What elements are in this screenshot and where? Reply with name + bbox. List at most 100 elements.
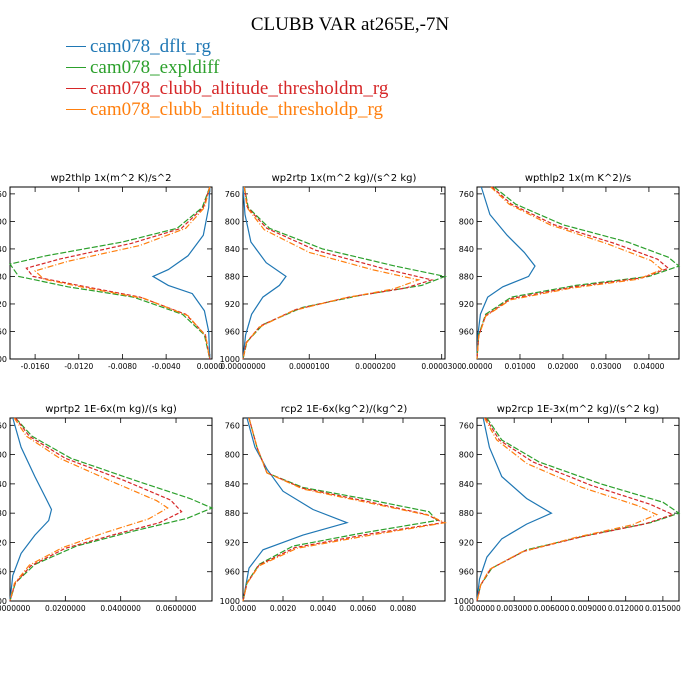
legend-swatch — [66, 46, 86, 47]
plot-frame — [476, 417, 680, 602]
y-tick-label: 880 — [225, 509, 240, 518]
y-tick-label: 840 — [459, 480, 474, 489]
y-tick-label: 840 — [225, 245, 240, 254]
y-tick-label: 760 — [225, 190, 240, 199]
x-tick-label: 0.02000 — [547, 362, 578, 371]
legend-label: cam078_dflt_rg — [90, 36, 212, 57]
x-tick-label: -0.0160 — [21, 362, 50, 371]
x-tick-label: 0.0000100 — [289, 362, 330, 371]
legend-swatch — [66, 67, 86, 68]
y-tick-label: 920 — [225, 538, 240, 547]
panel-title: wpthlp2 1x(m K^2)/s — [525, 173, 631, 184]
series-line — [476, 186, 663, 360]
x-tick-label: 0.0600000 — [156, 604, 197, 613]
x-tick-label: 0.0020 — [270, 604, 296, 613]
plot-frame — [9, 186, 213, 360]
x-tick-label: 0.00000000 — [220, 362, 266, 371]
y-tick-label: 1000 — [0, 355, 7, 364]
legend-swatch — [66, 109, 86, 110]
series-line — [9, 417, 214, 602]
x-tick-label: 0.003000 — [496, 604, 532, 613]
plot-frame — [242, 417, 446, 602]
series-line — [242, 186, 287, 360]
legend-item: cam078_expldiff — [66, 57, 388, 78]
y-tick-label: 920 — [0, 538, 7, 547]
y-tick-label: 760 — [0, 190, 7, 199]
series-line — [151, 186, 211, 360]
y-tick-label: 920 — [459, 300, 474, 309]
chart-panel: wp2rcp 1E-3x(m^2 kg)/(s^2 kg) 760 800 840 88… — [454, 404, 681, 613]
x-tick-label: -0.0120 — [64, 362, 93, 371]
x-tick-label: 0.01000 — [504, 362, 535, 371]
y-tick-label: 960 — [459, 568, 474, 577]
y-tick-label: 960 — [225, 327, 240, 336]
x-tick-label: 0.0200000 — [45, 604, 86, 613]
y-tick-label: 960 — [0, 327, 7, 336]
chart-panel: wprtp2 1E-6x(m kg)/(s kg) 760 800 840 880 920… — [0, 404, 214, 613]
x-tick-label: 0.015000 — [645, 604, 681, 613]
series-line — [476, 186, 681, 360]
legend-item: cam078_clubb_altitude_thresholdm_rg — [66, 78, 388, 99]
y-tick-label: 800 — [459, 451, 474, 460]
x-tick-label: 0.000000 — [459, 604, 495, 613]
x-tick-label: 0.0400000 — [100, 604, 141, 613]
y-tick-label: 920 — [0, 300, 7, 309]
series-line — [476, 417, 553, 602]
y-tick-label: 1000 — [0, 597, 7, 606]
series-line — [25, 186, 211, 360]
series-line — [476, 186, 670, 360]
x-tick-label: 0.0040 — [310, 604, 336, 613]
y-tick-label: 760 — [0, 421, 7, 430]
chart-panel: wp2thlp 1x(m^2 K)/s^2 760 800 840 880 920 960 1… — [0, 173, 223, 371]
x-tick-label: 0.0000000 — [0, 604, 31, 613]
series-line — [242, 186, 435, 360]
y-tick-label: 880 — [459, 272, 474, 281]
panel-title: wp2rtp 1x(m^2 kg)/(s^2 kg) — [272, 173, 417, 184]
y-tick-label: 800 — [225, 217, 240, 226]
y-tick-label: 880 — [0, 272, 7, 281]
legend-item: cam078_clubb_altitude_thresholdp_rg — [66, 99, 388, 120]
x-tick-label: 0.00000 — [461, 362, 492, 371]
series-line — [9, 417, 169, 602]
plot-frame — [242, 186, 446, 360]
y-tick-label: 1000 — [454, 597, 474, 606]
x-tick-label: -0.0040 — [152, 362, 181, 371]
x-tick-label: 0.0060 — [350, 604, 376, 613]
x-tick-label: -0.0080 — [108, 362, 137, 371]
y-tick-label: 1000 — [220, 355, 240, 364]
series-line — [476, 417, 659, 602]
y-tick-label: 760 — [459, 421, 474, 430]
legend-label: cam078_expldiff — [90, 57, 220, 78]
plot-frame — [9, 417, 213, 602]
chart-panel: wpthlp2 1x(m K^2)/s 760 800 840 880 920 960 0.0… — [459, 173, 681, 371]
series-line — [8, 186, 211, 360]
y-tick-label: 920 — [225, 300, 240, 309]
legend-swatch — [66, 88, 86, 89]
y-tick-label: 960 — [0, 568, 7, 577]
x-tick-label: 0.009000 — [571, 604, 607, 613]
y-tick-label: 840 — [225, 480, 240, 489]
x-tick-label: 0.0080 — [390, 604, 416, 613]
chart-panel: rcp2 1E-6x(kg^2)/(kg^2) 760 800 840 880 920 96… — [220, 404, 448, 613]
chart-panel: wp2rtp 1x(m^2 kg)/(s^2 kg) 760 800 840 880 92… — [220, 173, 463, 371]
y-tick-label: 800 — [0, 451, 7, 460]
panel-title: wprtp2 1E-6x(m kg)/(s kg) — [45, 404, 177, 415]
series-line — [33, 186, 211, 360]
x-tick-label: 0.03000 — [590, 362, 621, 371]
y-tick-label: 880 — [0, 509, 7, 518]
y-tick-label: 800 — [225, 451, 240, 460]
legend: cam078_dflt_rg cam078_expldiff cam078_cl… — [66, 36, 388, 120]
x-tick-label: 0.0000200 — [355, 362, 396, 371]
plot-frame — [476, 186, 680, 360]
panel-title: wp2thlp 1x(m^2 K)/s^2 — [50, 173, 171, 184]
y-tick-label: 920 — [459, 538, 474, 547]
y-tick-label: 840 — [459, 245, 474, 254]
y-tick-label: 880 — [225, 272, 240, 281]
legend-item: cam078_dflt_rg — [66, 36, 388, 57]
y-tick-label: 960 — [459, 327, 474, 336]
y-tick-label: 840 — [0, 245, 7, 254]
series-line — [476, 417, 675, 602]
x-tick-label: 0.0000300 — [421, 362, 462, 371]
x-tick-label: 0.0000 — [230, 604, 256, 613]
